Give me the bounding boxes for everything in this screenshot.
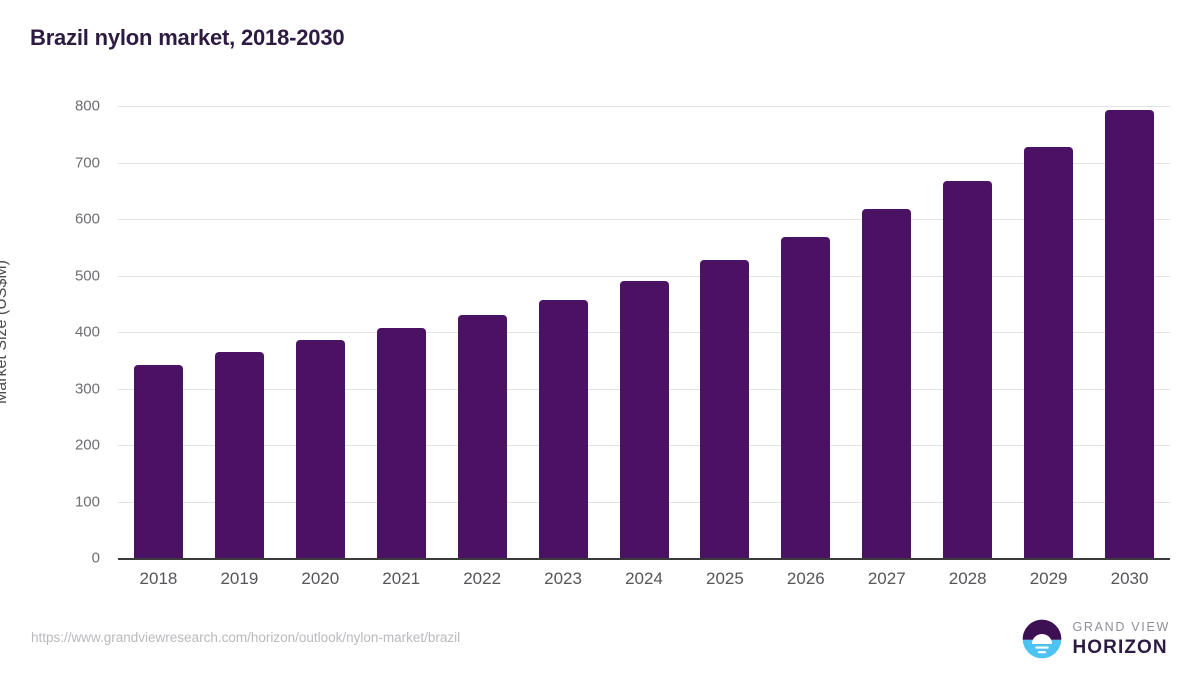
logo-line-bottom: HORIZON xyxy=(1072,636,1168,658)
horizon-circle-icon xyxy=(1023,619,1062,659)
y-tick-label: 300 xyxy=(74,380,100,397)
source-url[interactable]: https://www.grandviewresearch.com/horizo… xyxy=(31,630,461,645)
bar[interactable] xyxy=(457,315,507,558)
bar[interactable] xyxy=(538,299,588,558)
logo-line-top: GRAND VIEW xyxy=(1072,620,1170,635)
y-tick-label: 700 xyxy=(74,154,100,171)
bar[interactable] xyxy=(781,236,831,558)
bar[interactable] xyxy=(295,340,345,558)
bar[interactable] xyxy=(1024,147,1074,558)
x-tick-label: 2028 xyxy=(948,569,987,588)
bar[interactable] xyxy=(133,364,183,558)
x-tick-label: 2021 xyxy=(382,569,421,588)
bar[interactable] xyxy=(700,259,750,558)
bar[interactable] xyxy=(214,351,264,558)
x-tick-label: 2030 xyxy=(1110,569,1149,588)
bar[interactable] xyxy=(619,280,669,558)
x-tick-label: 2029 xyxy=(1029,569,1068,588)
brand-logo[interactable]: GRAND VIEW HORIZON xyxy=(1021,618,1170,660)
x-tick-label: 2020 xyxy=(301,569,340,588)
y-tick-label: 100 xyxy=(74,493,100,510)
x-tick-label: 2022 xyxy=(463,569,502,588)
page-title: Brazil nylon market, 2018-2030 xyxy=(30,25,345,50)
bar[interactable] xyxy=(943,180,993,558)
y-tick-label: 800 xyxy=(74,97,100,115)
y-tick-label: 600 xyxy=(74,210,100,228)
gridline xyxy=(118,219,1170,220)
x-tick-label: 2025 xyxy=(706,569,744,588)
bar-series xyxy=(118,106,1170,558)
x-tick-label: 2018 xyxy=(139,569,178,588)
x-tick-label: 2027 xyxy=(867,569,906,588)
bar[interactable] xyxy=(862,209,912,558)
logo-wordmark: GRAND VIEW HORIZON xyxy=(1072,621,1170,657)
y-tick-label: 400 xyxy=(74,323,100,341)
y-axis-title: Market Size (US$M) xyxy=(0,259,10,405)
x-axis-line xyxy=(118,558,1170,560)
bar[interactable] xyxy=(1105,109,1155,558)
x-tick-label: 2019 xyxy=(220,569,259,588)
x-tick-label: 2026 xyxy=(786,569,825,588)
gridline xyxy=(118,162,1170,164)
y-tick-label: 200 xyxy=(74,436,100,454)
y-tick-label: 0 xyxy=(91,549,100,567)
y-tick-label: 500 xyxy=(74,267,100,284)
x-tick-label: 2023 xyxy=(544,569,582,588)
gridline xyxy=(118,106,1170,107)
x-tick-label: 2024 xyxy=(625,569,663,588)
gridline xyxy=(118,275,1170,277)
bar[interactable] xyxy=(376,328,426,558)
